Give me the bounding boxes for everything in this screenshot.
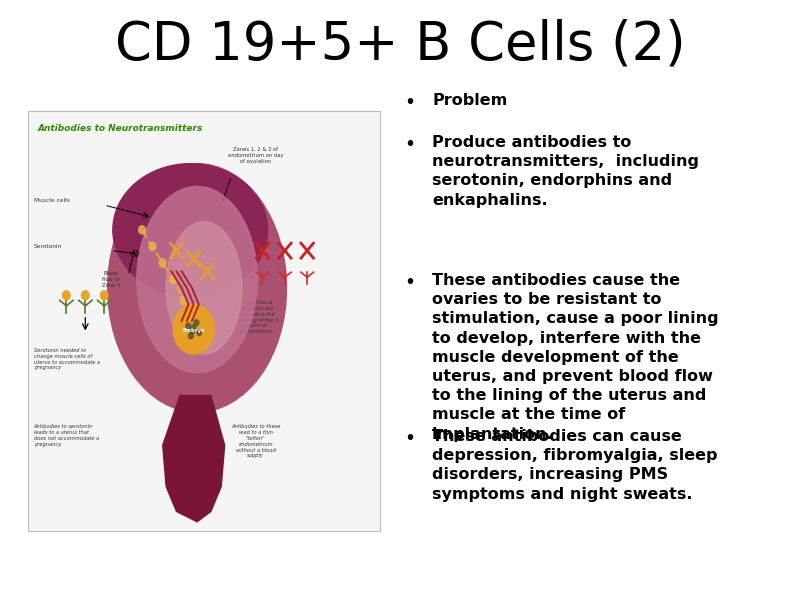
Circle shape bbox=[190, 328, 194, 334]
Text: Produce antibodies to
neurotransmitters,  including
serotonin, endorphins and
en: Produce antibodies to neurotransmitters,… bbox=[432, 135, 699, 208]
Circle shape bbox=[197, 329, 202, 335]
Circle shape bbox=[186, 313, 194, 321]
Text: These antibodies can cause
depression, fibromyalgia, sleep
disorders, increasing: These antibodies can cause depression, f… bbox=[432, 429, 718, 502]
Text: These antibodies cause the
ovaries to be resistant to
stimulation, cause a poor : These antibodies cause the ovaries to be… bbox=[432, 273, 718, 442]
Text: Problem: Problem bbox=[432, 93, 507, 108]
Text: Muscle cells: Muscle cells bbox=[34, 199, 70, 203]
Circle shape bbox=[186, 323, 190, 329]
Ellipse shape bbox=[166, 221, 242, 354]
Text: Antibodies to serotonin
leads to a uterus that
does not accommodate a
pregnancy: Antibodies to serotonin leads to a uteru… bbox=[34, 425, 99, 447]
Text: Zones 1, 2 & 3 of
endometrium on day
of ovulation: Zones 1, 2 & 3 of endometrium on day of … bbox=[228, 147, 283, 164]
Circle shape bbox=[191, 325, 196, 331]
Circle shape bbox=[170, 275, 177, 284]
Ellipse shape bbox=[137, 187, 258, 373]
Text: Antibodies to these
lead to a thin
"teflon"
endometrium
without a blood
supply: Antibodies to these lead to a thin "tefl… bbox=[231, 425, 280, 458]
Text: •: • bbox=[404, 93, 415, 112]
Ellipse shape bbox=[113, 164, 268, 296]
Text: Serotonin: Serotonin bbox=[34, 244, 62, 249]
Text: Antibodies to Neurotransmitters: Antibodies to Neurotransmitters bbox=[37, 124, 202, 133]
Text: •: • bbox=[404, 135, 415, 154]
FancyBboxPatch shape bbox=[28, 111, 380, 531]
Text: Embryo: Embryo bbox=[182, 328, 205, 332]
Circle shape bbox=[62, 291, 70, 300]
Circle shape bbox=[82, 291, 89, 300]
Circle shape bbox=[173, 304, 214, 354]
Circle shape bbox=[194, 320, 199, 326]
Text: Endorphins &
enkaphins are
involved in the
modeling of the 3
layers of
endometri: Endorphins & enkaphins are involved in t… bbox=[233, 300, 278, 334]
Text: Serotonin needed to
change muscle cells of
uterus to accommodate a
pregnancy: Serotonin needed to change muscle cells … bbox=[34, 348, 100, 370]
Text: •: • bbox=[404, 429, 415, 448]
Circle shape bbox=[138, 226, 146, 234]
Polygon shape bbox=[162, 395, 225, 522]
Circle shape bbox=[149, 242, 156, 251]
Circle shape bbox=[180, 296, 187, 304]
Text: •: • bbox=[404, 273, 415, 292]
Ellipse shape bbox=[108, 164, 286, 412]
Circle shape bbox=[159, 259, 166, 267]
Text: Blood
flow to
Zone 3: Blood flow to Zone 3 bbox=[102, 271, 120, 288]
Circle shape bbox=[101, 291, 108, 300]
Text: CD 19+5+ B Cells (2): CD 19+5+ B Cells (2) bbox=[114, 18, 686, 70]
Circle shape bbox=[189, 333, 194, 339]
